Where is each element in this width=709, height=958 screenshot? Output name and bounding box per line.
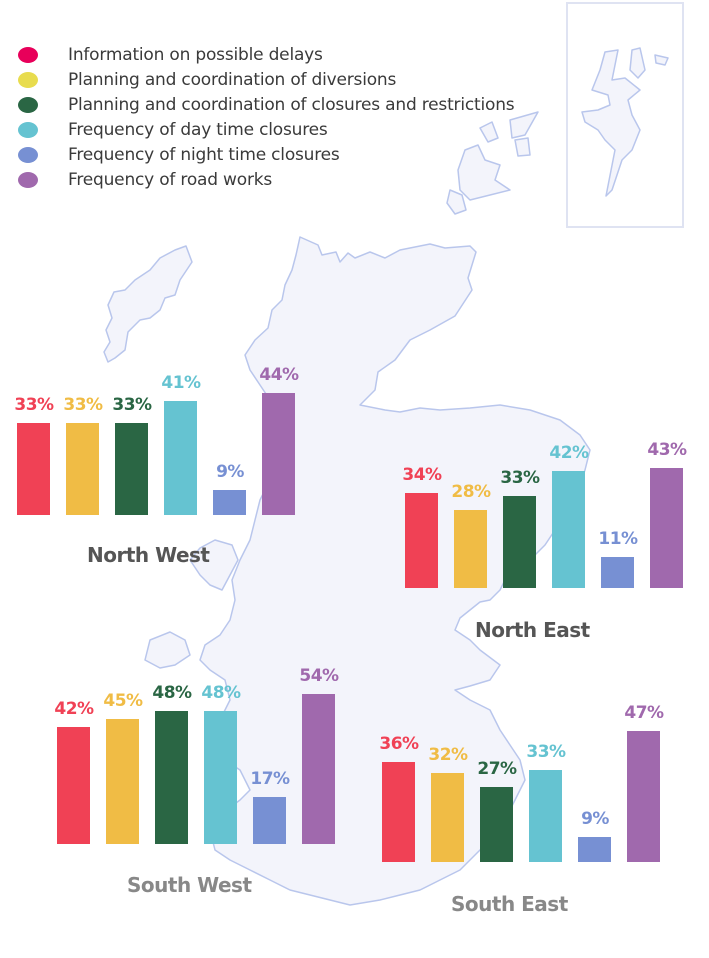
bar: [17, 423, 50, 515]
bar: [106, 718, 139, 844]
bar-value-label: 33%: [500, 468, 540, 489]
bar: [302, 693, 335, 844]
bar: [503, 496, 536, 588]
mainland-outline: [199, 236, 591, 906]
orkney-islet-4: [446, 189, 467, 215]
bar: [650, 468, 683, 588]
shetland-outline: [581, 49, 641, 197]
shetland-unst: [629, 47, 646, 79]
legend-label: Planning and coordination of diversions: [68, 69, 397, 90]
bar-value-label: 9%: [216, 461, 244, 482]
orkney-islet-2: [509, 111, 539, 139]
orkney-islet-3: [514, 137, 531, 157]
bar: [454, 510, 487, 588]
bar-value-label: 43%: [647, 440, 687, 461]
bar: [480, 786, 513, 862]
western-isles-outline: [103, 245, 193, 363]
bar-value-label: 34%: [402, 465, 442, 486]
bar: [601, 557, 634, 588]
legend-dot-icon: [18, 46, 38, 63]
region-title: North East: [475, 618, 590, 642]
bar: [552, 471, 585, 588]
bar: [155, 710, 188, 844]
bar: [405, 493, 438, 588]
legend-item: Planning and coordination of diversions: [18, 67, 514, 92]
orkney-outline: [457, 144, 511, 201]
region-title: South East: [451, 892, 568, 916]
bar: [262, 392, 295, 515]
legend-label: Frequency of road works: [68, 169, 273, 190]
bar-value-label: 48%: [152, 682, 192, 703]
orkney-islet-1: [479, 121, 499, 143]
bar: [578, 836, 611, 862]
bar: [66, 423, 99, 515]
bar-value-label: 44%: [259, 364, 299, 385]
bar-value-label: 32%: [428, 745, 468, 766]
legend-dot-icon: [18, 171, 38, 188]
region-title: North West: [87, 543, 210, 567]
shetland-islet: [654, 54, 669, 66]
legend-label: Information on possible delays: [68, 44, 323, 65]
bar-value-label: 17%: [250, 768, 290, 789]
bar: [164, 401, 197, 515]
bar-value-label: 33%: [14, 395, 54, 416]
legend-item: Planning and coordination of closures an…: [18, 92, 515, 117]
legend-item: Frequency of day time closures: [18, 117, 514, 142]
bar: [529, 770, 562, 862]
bar: [115, 423, 148, 515]
bar-value-label: 33%: [112, 395, 152, 416]
legend-label: Frequency of night time closures: [68, 144, 340, 165]
bar-value-label: 42%: [549, 443, 589, 464]
legend-label: Frequency of day time closures: [68, 119, 328, 140]
bar: [627, 731, 660, 862]
legend: Information on possible delays Planning …: [18, 42, 515, 192]
bar-value-label: 41%: [161, 373, 201, 394]
bar-value-label: 33%: [63, 395, 103, 416]
bar-value-label: 42%: [54, 699, 94, 720]
bar-value-label: 27%: [477, 758, 517, 779]
bar: [431, 773, 464, 862]
mull-outline: [144, 631, 191, 669]
bar: [253, 796, 286, 844]
bar-value-label: 33%: [526, 742, 566, 763]
legend-dot-icon: [18, 96, 38, 113]
shetland-inset-frame: [566, 2, 684, 228]
legend-dot-icon: [18, 146, 38, 163]
region-title: South West: [127, 873, 252, 897]
bar-value-label: 54%: [299, 665, 339, 686]
legend-dot-icon: [18, 121, 38, 138]
bar: [57, 727, 90, 844]
bar: [213, 489, 246, 515]
bar: [382, 761, 415, 862]
bar: [204, 710, 237, 844]
legend-dot-icon: [18, 71, 38, 88]
bar-value-label: 47%: [624, 703, 664, 724]
skye-outline: [189, 539, 239, 591]
legend-item: Frequency of night time closures: [18, 142, 514, 167]
legend-label: Planning and coordination of closures an…: [68, 94, 515, 115]
bar-value-label: 11%: [598, 529, 638, 550]
legend-item: Information on possible delays: [18, 42, 514, 67]
legend-item: Frequency of road works: [18, 167, 514, 192]
bar-value-label: 45%: [103, 690, 143, 711]
bar-value-label: 36%: [379, 733, 419, 754]
bar-value-label: 9%: [581, 808, 609, 829]
bar-value-label: 48%: [201, 682, 241, 703]
bar-value-label: 28%: [451, 482, 491, 503]
